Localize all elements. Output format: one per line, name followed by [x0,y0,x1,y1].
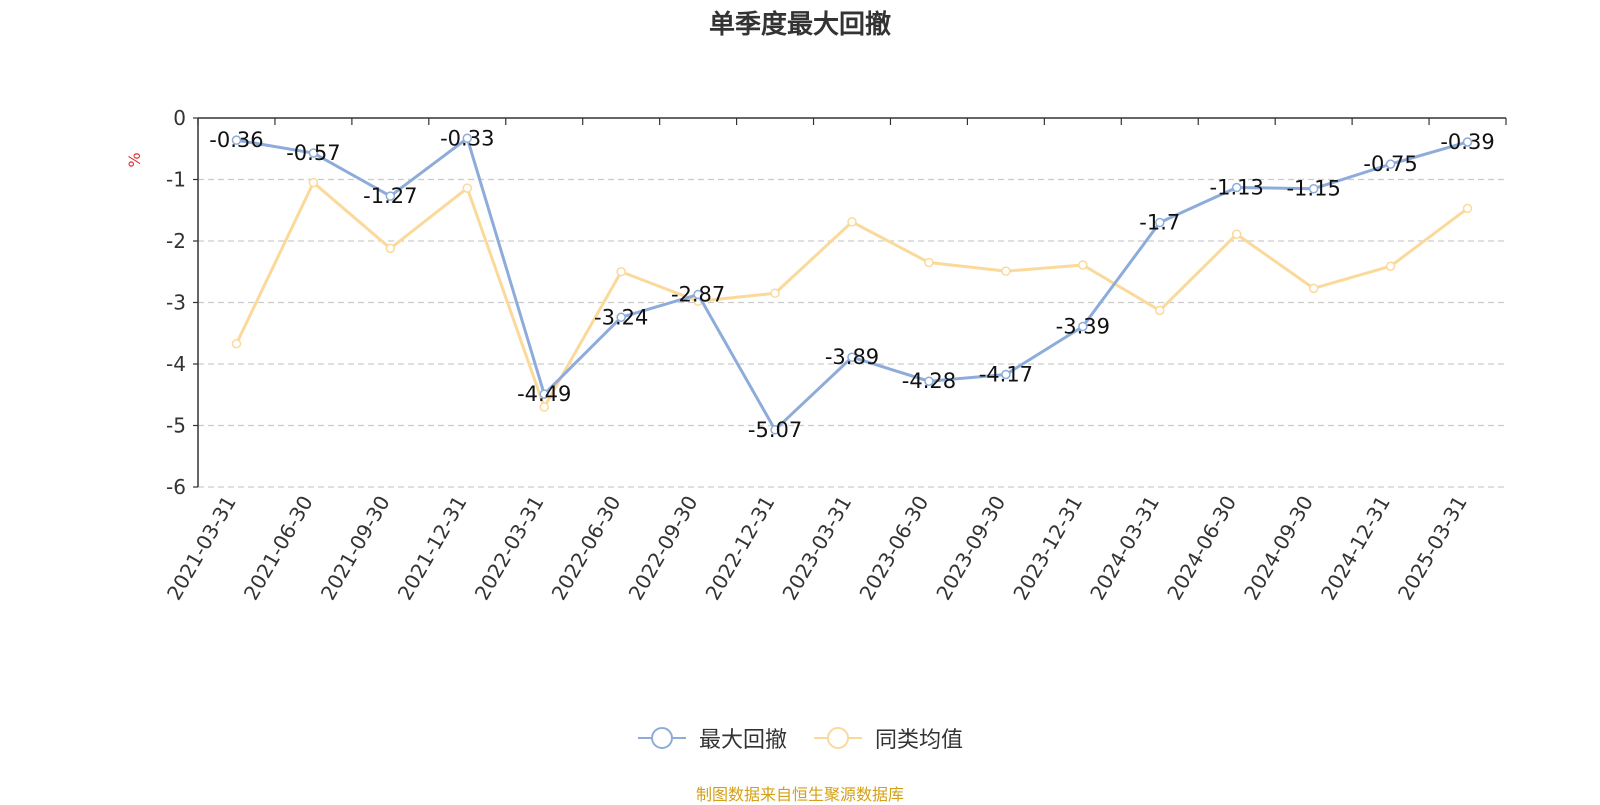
x-tick-label: 2022-06-30 [547,492,626,605]
data-label: -3.24 [594,305,648,329]
y-tick-label: -3 [166,291,186,315]
x-tick-label: 2023-12-31 [1008,492,1087,605]
data-point [1308,183,1319,194]
data-point [308,177,319,188]
x-tick-label: 2022-09-30 [624,492,703,605]
data-point [616,312,626,323]
data-point [1001,369,1011,380]
data-label: -0.39 [1440,130,1494,154]
x-tick-label: 2022-03-31 [470,492,549,605]
data-point [1078,321,1088,332]
data-point [1462,137,1473,147]
data-point [847,352,857,362]
source-note: 制图数据来自恒生聚源数据库 [695,785,904,804]
series [231,133,1473,435]
data-label: -0.36 [209,128,263,152]
data-point [924,376,934,386]
data-point [308,148,319,158]
data-point [1231,229,1242,239]
data-label: -5.07 [748,418,802,442]
data-point [1155,217,1165,228]
data-label: -1.15 [1286,177,1340,201]
x-tick-label: 2024-06-30 [1162,492,1241,605]
x-tick-label: 2023-06-30 [854,492,933,605]
legend-marker [650,727,673,749]
x-tick-label: 2021-12-31 [393,492,472,605]
data-point [231,135,242,145]
data-point [847,217,857,227]
x-tick-label: 2024-09-30 [1239,492,1318,605]
data-point [693,289,703,300]
grid-lines [198,178,1506,488]
data-label: -0.57 [286,141,340,165]
series-line-0 [236,136,1468,432]
data-point [1001,266,1011,276]
x-tick-label: 2021-03-31 [162,492,241,605]
data-point [539,402,549,412]
y-tick-label: -1 [166,168,186,192]
x-tick-label: 2024-03-31 [1085,492,1164,605]
legend-item-0[interactable]: 最大回撤 [637,722,787,754]
data-label: -3.89 [825,345,879,369]
legend-symbol-icon [637,727,686,749]
y-tick-label: -6 [166,475,186,499]
data-labels: -0.36 -0.57 -1.27 -0.33 -4.49 -3.24 -2.87 -5.07… [209,126,1494,442]
data-point [616,267,626,277]
legend: 最大回撤 同类均值 [0,722,1600,754]
data-label: -1.27 [363,184,417,208]
data-label: -2.87 [671,283,725,307]
x-tick-label: 2022-12-31 [700,492,779,605]
y-tick-label: -5 [166,414,186,438]
legend-label: 同类均值 [875,728,964,753]
legend-item-1[interactable]: 同类均值 [813,722,963,754]
chart-title: 单季度最大回撤 [708,10,891,40]
data-point [462,183,473,193]
data-point [1155,305,1165,316]
data-point [1385,261,1396,271]
data-point [1078,260,1088,270]
x-tick-label: 2024-12-31 [1316,492,1395,605]
y-axis-label: % [125,152,144,167]
data-point [462,133,473,144]
series-line-1 [235,181,1469,409]
y-tick-label: -2 [166,229,186,253]
legend-marker [827,727,849,749]
data-label: -1.7 [1139,211,1180,235]
x-tick-label: 2025-03-31 [1393,492,1472,605]
data-label: -4.28 [902,369,956,393]
data-label: -0.75 [1363,152,1417,176]
data-label: -3.39 [1056,314,1110,338]
x-tick-label: 2023-03-31 [777,492,856,605]
data-point [385,243,396,254]
data-label: -0.33 [440,126,494,150]
legend-symbol-icon [814,727,862,749]
data-point [924,257,934,268]
x-tick-label: 2021-09-30 [316,492,395,605]
x-tick-label: 2021-06-30 [239,492,318,605]
data-point [1308,283,1319,294]
data-point [385,191,396,201]
data-point [770,288,780,299]
data-point [231,338,242,349]
y-tick-label: -4 [166,352,186,376]
data-point [1231,182,1242,193]
data-label: -4.49 [517,382,571,406]
data-point [1385,159,1396,169]
legend-label: 最大回撤 [698,728,787,753]
data-label: -1.13 [1210,175,1264,199]
x-tick-label: 2023-09-30 [931,492,1010,605]
data-point [539,389,549,399]
y-tick-label: 0 [173,106,186,130]
data-label: -4.17 [979,362,1033,386]
data-point [770,425,780,435]
data-point [1462,203,1473,214]
